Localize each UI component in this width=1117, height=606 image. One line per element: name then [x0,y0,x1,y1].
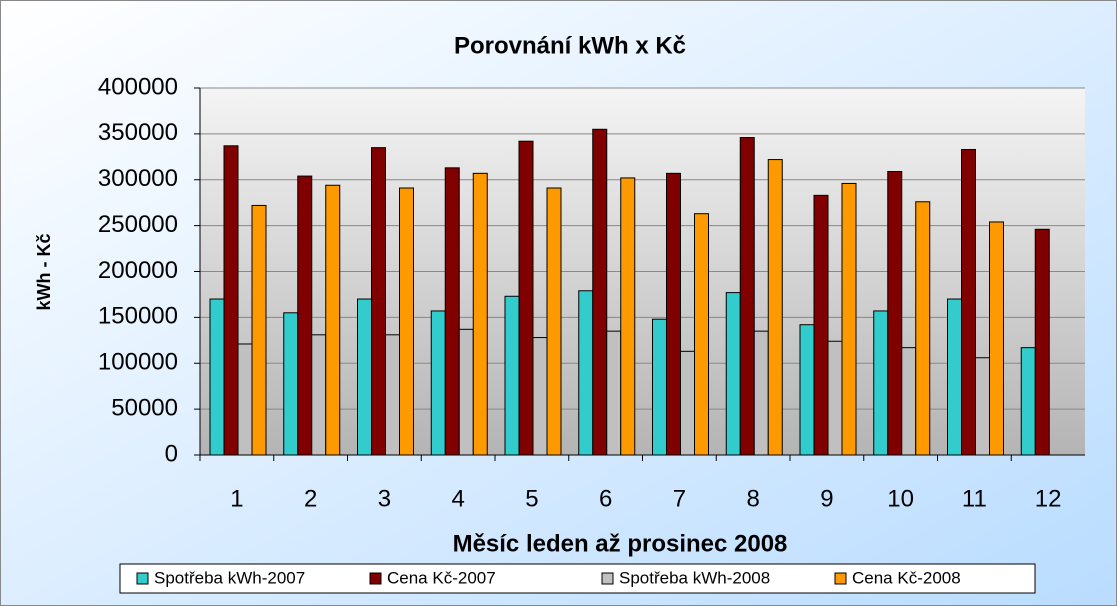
bar [901,347,917,456]
bar [1020,347,1036,456]
bar [947,298,962,456]
y-tick-label: 50000 [111,394,178,421]
y-tick-label: 400000 [98,73,178,100]
y-axis-label: kWh - Kč [34,233,54,310]
bar [458,328,474,456]
y-tick-label: 200000 [98,257,178,284]
bar [841,182,857,456]
legend-label: Spotřeba kWh-2007 [154,568,305,587]
y-tick-label: 0 [165,440,178,467]
bar [799,324,815,456]
bar [592,128,608,456]
x-tick-label: 11 [962,485,987,512]
y-tick-label: 100000 [98,349,178,376]
bar [385,334,400,456]
bar [827,340,843,456]
x-tick-label: 2 [304,485,317,512]
bar [620,177,636,456]
y-tick-label: 350000 [98,119,178,146]
y-tick-label: 150000 [98,303,178,330]
bar [518,140,534,456]
bar [472,172,488,456]
bar [961,148,976,456]
bar [680,350,695,456]
x-tick-label: 5 [525,485,538,512]
bar [725,292,741,456]
bar [311,334,327,456]
bar [739,137,755,456]
bar [325,184,341,456]
bar [237,343,253,456]
bar [532,337,548,456]
x-axis-label: Měsíc leden až prosinec 2008 [453,530,788,557]
bar [753,330,769,456]
bar [223,145,239,456]
bar [504,295,520,456]
x-tick-label: 12 [1035,485,1062,512]
bar [399,187,414,456]
x-tick-label: 7 [673,485,686,512]
x-tick-label: 8 [746,485,759,512]
bar [283,312,299,456]
bar [873,310,889,456]
bar [209,298,225,456]
bar [1034,228,1050,456]
bar [430,310,446,456]
legend [119,563,1036,594]
bar [606,330,622,456]
bar [578,290,594,456]
legend-swatch [136,572,149,585]
y-tick-label: 250000 [98,211,178,238]
bar [767,159,783,456]
bar [915,201,931,456]
legend-swatch [601,572,614,585]
chart-title: Porovnání kWh x Kč [454,32,686,59]
bar [975,357,990,456]
bar [813,194,829,456]
bar [444,167,460,456]
bar [989,221,1004,456]
legend-swatch [834,572,847,585]
legend-label: Cena Kč-2008 [852,568,961,587]
legend-label: Spotřeba kWh-2008 [619,568,770,587]
bar [357,298,372,456]
x-tick-label: 4 [451,485,464,512]
x-tick-label: 6 [599,485,612,512]
legend-label: Cena Kč-2007 [387,568,496,587]
bar [371,147,386,456]
y-tick-label: 300000 [98,165,178,192]
x-tick-label: 1 [230,485,243,512]
bar [251,204,267,456]
bar [694,213,709,456]
x-tick-label: 9 [820,485,833,512]
legend-swatch [369,572,382,585]
bar [652,318,667,456]
bar [297,175,313,456]
x-tick-label: 10 [887,485,914,512]
bar [666,172,681,456]
x-tick-label: 3 [378,485,391,512]
bar [546,187,562,456]
bar [887,170,903,456]
